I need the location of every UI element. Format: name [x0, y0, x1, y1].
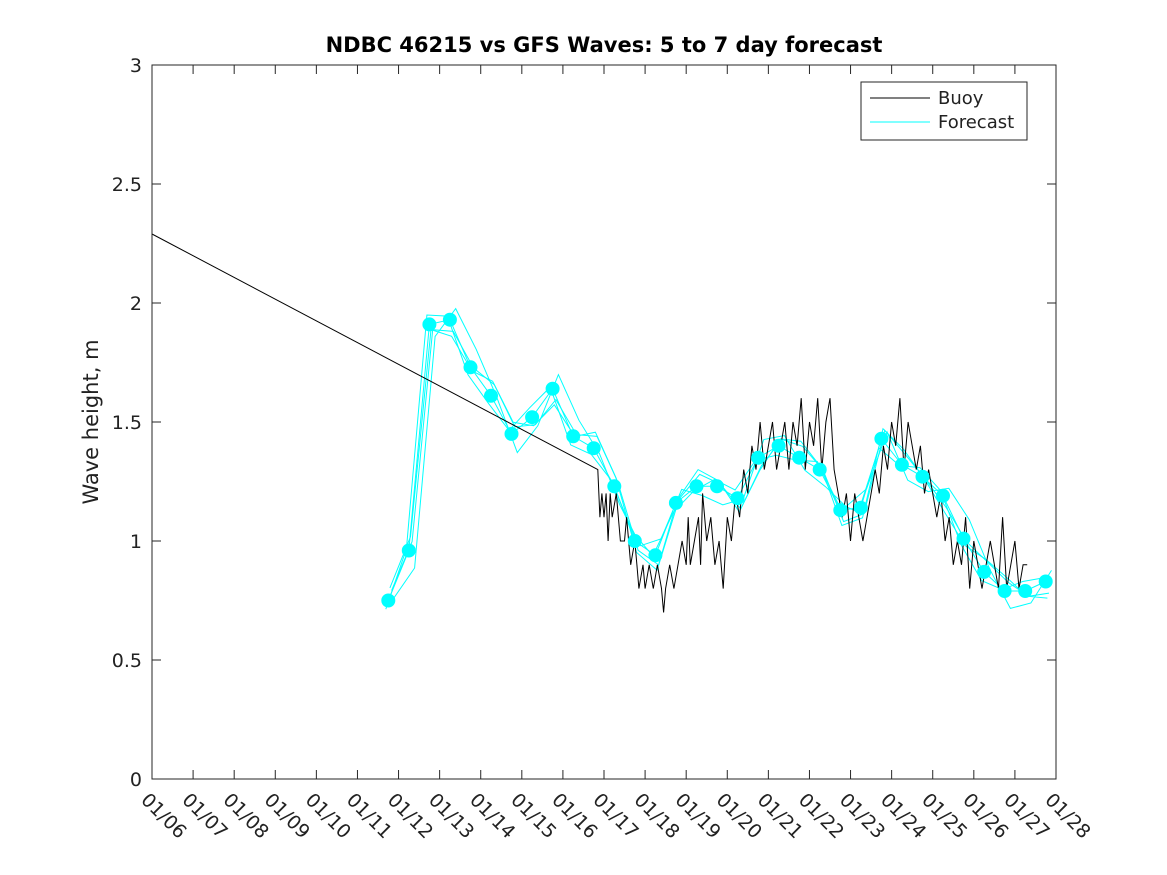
forecast-point	[504, 426, 519, 441]
y-tick-label: 1	[130, 531, 142, 553]
x-tick-label: 01/26	[958, 789, 1012, 843]
buoy-line	[151, 233, 1028, 613]
x-tick-label: 01/27	[999, 789, 1053, 843]
forecast-point	[1018, 584, 1033, 598]
forecast-point	[730, 491, 745, 506]
y-tick-label: 1.5	[112, 412, 142, 434]
x-tick-label: 01/06	[136, 789, 190, 843]
forecast-point	[1038, 574, 1053, 589]
x-tick-label: 01/28	[1040, 789, 1094, 843]
x-tick-label: 01/16	[547, 789, 601, 843]
forecast-point	[381, 593, 396, 608]
axes-box	[151, 64, 1057, 780]
legend-box	[860, 81, 1028, 141]
x-tick-label: 01/09	[260, 789, 314, 843]
y-axis-label: Wave height, m	[79, 339, 103, 504]
forecast-point	[874, 431, 889, 446]
forecast-point	[956, 531, 971, 546]
legend-forecast-label: Forecast	[938, 112, 1014, 133]
x-tick-label: 01/14	[465, 789, 519, 843]
forecast-point	[607, 479, 622, 494]
forecast-point	[463, 360, 478, 375]
forecast-point	[422, 317, 437, 332]
buoy-series	[151, 233, 1028, 613]
forecast-point	[401, 543, 416, 558]
forecast-point	[936, 488, 950, 503]
forecast-point	[894, 457, 909, 472]
forecast-point	[484, 388, 498, 403]
x-tick-label: 01/21	[753, 789, 807, 843]
forecast-trace	[385, 314, 1044, 610]
forecast-point	[668, 495, 683, 510]
x-tick-label: 01/11	[342, 789, 396, 843]
x-tick-label: 01/18	[630, 789, 684, 843]
forecast-point	[833, 503, 848, 518]
x-tick-label: 01/10	[301, 789, 355, 843]
x-tick-label: 01/17	[588, 789, 642, 843]
x-tick-label: 01/19	[671, 789, 725, 843]
chart-title: NDBC 46215 vs GFS Waves: 5 to 7 day fore…	[326, 33, 883, 57]
x-tick-label: 01/07	[178, 789, 232, 843]
x-tick-label: 01/13	[424, 789, 478, 843]
x-tick-label: 01/23	[835, 789, 889, 843]
y-tick-label: 2	[130, 293, 142, 315]
forecast-point	[977, 564, 992, 579]
forecast-point	[586, 441, 601, 456]
forecast-point	[751, 450, 766, 465]
plot-area	[152, 65, 1056, 779]
x-tick-label: 01/20	[712, 789, 766, 843]
forecast-point	[442, 312, 457, 327]
x-tick-label: 01/25	[917, 789, 971, 843]
x-tick-label: 01/08	[219, 789, 273, 843]
y-tick-label: 0	[130, 769, 142, 791]
forecast-point	[648, 548, 663, 563]
forecast-markers	[381, 312, 1053, 608]
y-tick-label: 3	[130, 55, 142, 77]
forecast-point	[525, 410, 540, 425]
forecast-point	[627, 534, 642, 548]
x-tick-label: 01/12	[383, 789, 437, 843]
forecast-point	[566, 429, 581, 444]
forecast-point	[915, 469, 930, 484]
forecast-point	[853, 500, 868, 515]
y-tick-label: 0.5	[112, 650, 142, 672]
x-tick-label: 01/22	[794, 789, 848, 843]
forecast-point	[812, 462, 827, 477]
legend: Buoy Forecast	[860, 81, 1028, 141]
x-tick-label: 01/24	[876, 789, 930, 843]
y-tick-label: 2.5	[112, 174, 142, 196]
legend-buoy-label: Buoy	[938, 88, 984, 109]
forecast-point	[710, 479, 724, 494]
forecast-point	[545, 381, 560, 396]
forecast-point	[997, 584, 1012, 598]
x-tick-label: 01/15	[506, 789, 560, 843]
forecast-point	[792, 450, 807, 465]
forecast-point	[771, 438, 786, 453]
forecast-point	[689, 479, 704, 494]
